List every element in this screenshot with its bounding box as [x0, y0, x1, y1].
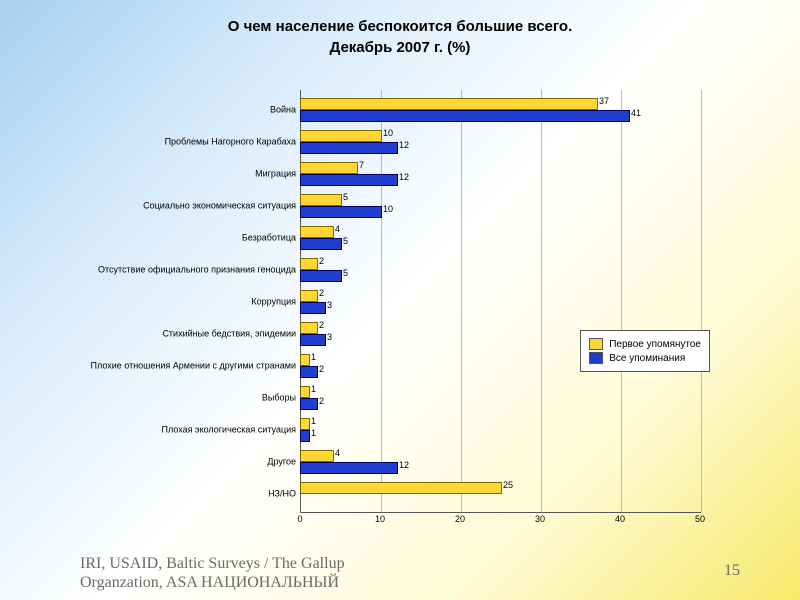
category-label: НЗ/НО [80, 489, 296, 498]
category-row: Плохие отношения Армении с другими стран… [80, 350, 300, 382]
footer-line-2: Organzation, ASA НАЦИОНАЛЬНЫЙ [80, 573, 345, 592]
category-label: Социально экономическая ситуация [80, 201, 296, 210]
bar [300, 174, 398, 186]
bar-value: 4 [335, 224, 340, 234]
bar-value: 1 [311, 428, 316, 438]
title-line-2: Декабрь 2007 г. (%) [0, 37, 800, 58]
category-label: Отсутствие официального признания геноци… [80, 265, 296, 274]
bar-value: 2 [319, 396, 324, 406]
bar [300, 258, 318, 270]
bar [300, 194, 342, 206]
bar-value: 7 [359, 160, 364, 170]
category-label: Миграция [80, 169, 296, 178]
chart-legend: Первое упомянутое Все упоминания [580, 330, 710, 372]
category-row: Миграция [80, 158, 300, 190]
legend-label: Первое упомянутое [609, 339, 701, 350]
legend-item: Первое упомянутое [589, 337, 701, 351]
category-row: Коррупция [80, 286, 300, 318]
x-tick: 40 [615, 514, 625, 524]
bar-value: 2 [319, 364, 324, 374]
bar [300, 430, 310, 442]
page-number: 15 [724, 562, 740, 580]
bar [300, 450, 334, 462]
bar-value: 2 [319, 288, 324, 298]
footer-credit: IRI, USAID, Baltic Surveys / The Gallup … [80, 554, 345, 592]
slide: О чем население беспокоится большие всег… [0, 0, 800, 600]
title-line-1: О чем население беспокоится большие всег… [0, 16, 800, 37]
bar-value: 12 [399, 140, 409, 150]
category-label: Безработица [80, 233, 296, 242]
bar-value: 3 [327, 332, 332, 342]
bar [300, 462, 398, 474]
bar [300, 98, 598, 110]
legend-swatch [589, 352, 603, 364]
category-label: Стихийные бедствия, эпидемии [80, 329, 296, 338]
bar-value: 10 [383, 204, 393, 214]
legend-swatch [589, 338, 603, 350]
bar-value: 25 [503, 480, 513, 490]
category-label: Плохая экологическая ситуация [80, 425, 296, 434]
category-row: Отсутствие официального признания геноци… [80, 254, 300, 286]
bar-value: 4 [335, 448, 340, 458]
category-label: Коррупция [80, 297, 296, 306]
bar-value: 37 [599, 96, 609, 106]
x-tick: 50 [695, 514, 705, 524]
bar [300, 418, 310, 430]
bar-value: 5 [343, 192, 348, 202]
chart: Первое упомянутое Все упоминания 0 10 20 30 4… [80, 90, 720, 532]
bar-value: 5 [343, 268, 348, 278]
category-row: Проблемы Нагорного Карабаха [80, 126, 300, 158]
bar-value: 41 [631, 108, 641, 118]
bar [300, 334, 326, 346]
category-row: НЗ/НО [80, 478, 300, 510]
x-tick: 0 [297, 514, 302, 524]
bar-value: 1 [311, 416, 316, 426]
category-row: Стихийные бедствия, эпидемии [80, 318, 300, 350]
bar-value: 10 [383, 128, 393, 138]
bar [300, 482, 502, 494]
bar [300, 354, 310, 366]
bar [300, 130, 382, 142]
category-row: Социально экономическая ситуация [80, 190, 300, 222]
bar [300, 386, 310, 398]
bar [300, 322, 318, 334]
bar-value: 3 [327, 300, 332, 310]
bar [300, 238, 342, 250]
bar-value: 2 [319, 320, 324, 330]
bar [300, 366, 318, 378]
category-label: Плохие отношения Армении с другими стран… [80, 361, 296, 370]
bar-value: 5 [343, 236, 348, 246]
x-tick: 30 [535, 514, 545, 524]
bar [300, 226, 334, 238]
category-label: Проблемы Нагорного Карабаха [80, 137, 296, 146]
bar-value: 1 [311, 352, 316, 362]
category-label: Выборы [80, 393, 296, 402]
category-row: Другое [80, 446, 300, 478]
chart-title: О чем население беспокоится большие всег… [0, 0, 800, 58]
bar-value: 1 [311, 384, 316, 394]
footer-line-1: IRI, USAID, Baltic Surveys / The Gallup [80, 554, 345, 573]
category-label: Война [80, 105, 296, 114]
legend-item: Все упоминания [589, 351, 701, 365]
bar [300, 398, 318, 410]
bar [300, 142, 398, 154]
bar-value: 12 [399, 172, 409, 182]
category-row: Плохая экологическая ситуация [80, 414, 300, 446]
legend-label: Все упоминания [609, 353, 685, 364]
category-row: Выборы [80, 382, 300, 414]
bar [300, 206, 382, 218]
bar [300, 290, 318, 302]
x-tick: 10 [375, 514, 385, 524]
bar-value: 12 [399, 460, 409, 470]
bar [300, 162, 358, 174]
bar [300, 110, 630, 122]
x-tick: 20 [455, 514, 465, 524]
category-row: Война [80, 94, 300, 126]
bar [300, 302, 326, 314]
category-row: Безработица [80, 222, 300, 254]
bar [300, 270, 342, 282]
bar-value: 2 [319, 256, 324, 266]
category-label: Другое [80, 457, 296, 466]
